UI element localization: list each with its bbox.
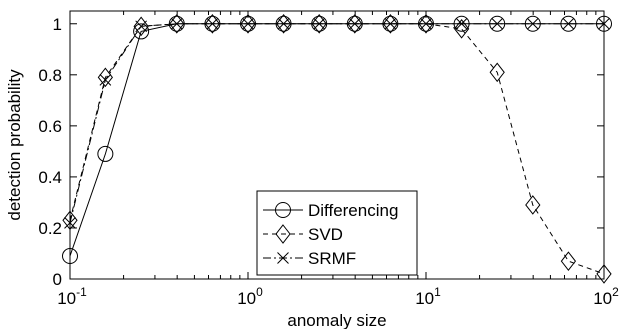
x-tick-label: 102 xyxy=(593,285,619,308)
data-point-svd xyxy=(347,13,363,34)
legend-box xyxy=(256,190,418,276)
legend-label-srmf: SRMF xyxy=(308,249,356,268)
legend-item-srmf: SRMF xyxy=(263,249,356,268)
data-point-srmf xyxy=(455,17,468,30)
x-tick-label: 100 xyxy=(237,285,263,308)
y-tick-label: 0.2 xyxy=(38,219,62,238)
legend-marker-svd xyxy=(275,224,291,244)
data-point-srmf xyxy=(135,20,147,33)
data-point-srmf xyxy=(170,17,183,30)
ticks-layer: 10-1 100 101 102 0 0.2 0.4 0.6 0.8 1 xyxy=(38,11,619,308)
data-point-svd xyxy=(525,195,541,215)
legend-label-differencing: Differencing xyxy=(308,201,398,220)
data-point-svd xyxy=(275,13,292,34)
data-point-srmf xyxy=(491,17,504,30)
data-point-svd xyxy=(489,62,505,83)
data-point-svd xyxy=(453,19,470,39)
data-point-svd xyxy=(596,264,612,284)
data-point-svd xyxy=(133,16,149,37)
y-tick-label: 0 xyxy=(53,270,62,289)
legend-item-differencing: Differencing xyxy=(263,201,398,220)
series-line-srmf xyxy=(69,23,604,223)
data-point-srmf xyxy=(313,17,326,30)
legend-marker-differencing xyxy=(275,202,291,218)
y-tick-label: 0.8 xyxy=(38,66,62,85)
data-point-svd xyxy=(169,13,185,34)
data-point-svd xyxy=(97,67,113,88)
y-tick-label: 1 xyxy=(53,15,62,34)
legend-label-svd: SVD xyxy=(308,225,343,244)
series-layer xyxy=(62,13,612,284)
data-point-svd xyxy=(311,13,327,34)
x-tick-label: 10-1 xyxy=(57,285,87,308)
y-tick-label: 0.4 xyxy=(38,168,62,187)
data-point-svd xyxy=(240,13,256,34)
data-point-svd xyxy=(418,13,434,34)
y-axis-label: detection probability xyxy=(5,69,24,221)
y-tick-label: 0.6 xyxy=(38,117,62,136)
x-tick-label: 101 xyxy=(415,285,441,308)
data-point-differencing xyxy=(97,145,114,162)
data-point-srmf xyxy=(420,17,432,30)
data-point-srmf xyxy=(99,74,112,86)
data-point-srmf xyxy=(562,17,575,30)
data-point-svd xyxy=(204,13,221,34)
data-point-srmf xyxy=(277,17,290,30)
legend-marker-srmf xyxy=(277,252,289,264)
data-point-srmf xyxy=(242,17,254,30)
data-point-svd xyxy=(382,13,399,34)
data-point-srmf xyxy=(348,17,361,30)
x-axis-label: anomaly size xyxy=(287,311,386,329)
data-point-srmf xyxy=(384,17,397,30)
legend: Differencing SVD SRMF xyxy=(256,190,418,276)
data-point-srmf xyxy=(206,17,219,30)
legend-item-svd: SVD xyxy=(263,224,343,244)
plot-frame xyxy=(69,10,605,280)
data-point-svd xyxy=(560,251,577,271)
data-point-srmf xyxy=(526,17,539,30)
data-point-differencing xyxy=(133,23,150,40)
